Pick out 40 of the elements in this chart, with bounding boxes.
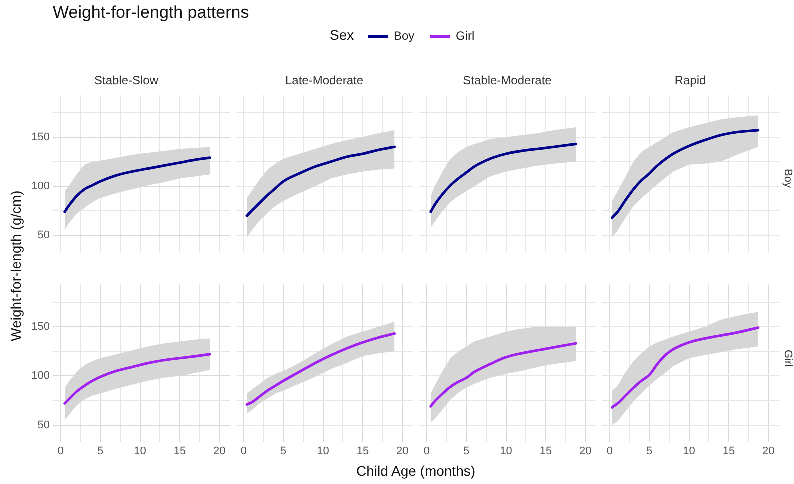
x-tick-label: 5 <box>646 446 653 458</box>
line-series <box>64 353 212 405</box>
chart-title: Rapid <box>674 74 706 88</box>
x-tick-label: 0 <box>424 446 430 458</box>
line-series <box>64 156 212 214</box>
x-tick-label: 5 <box>98 446 104 458</box>
y-tick-label: 50 <box>38 230 50 242</box>
legend-label: Girl <box>456 29 475 43</box>
x-tick-label: 15 <box>722 446 736 458</box>
x-tick-label: 20 <box>396 446 409 458</box>
y-tick-label: 50 <box>38 419 50 432</box>
x-tick-label: 0 <box>240 446 247 458</box>
x-tick-label: 0 <box>606 446 613 458</box>
legend-label: Boy <box>394 29 415 43</box>
y2-axis-title: Boy <box>782 168 794 190</box>
y-tick-label: 150 <box>32 131 50 144</box>
text: Child Age (months) <box>355 463 477 479</box>
y2-axis-title: Girl <box>782 348 794 370</box>
y-tick-label: 100 <box>32 180 50 193</box>
y-tick-label: 100 <box>32 370 50 382</box>
x-tick-label: 10 <box>500 446 512 458</box>
x-tick-label: 10 <box>134 446 146 458</box>
chart-title: Late-Moderate <box>285 74 364 88</box>
x-tick-label: 5 <box>464 446 470 458</box>
y-tick-label: 150 <box>32 320 50 333</box>
chart-title: Stable-Slow <box>94 74 159 88</box>
x-tick-label: 10 <box>683 446 696 458</box>
x-tick-label: 15 <box>356 446 370 458</box>
chart-title: Stable-Moderate <box>463 74 552 88</box>
x-tick-label: 0 <box>58 446 64 458</box>
x-tick-label: 20 <box>762 446 775 458</box>
text: Weight-for-length patterns <box>53 3 250 23</box>
x-tick-label: 15 <box>174 446 186 458</box>
text: Weight-for-length (g/cm) <box>8 190 24 344</box>
legend-title: Sex <box>330 27 354 43</box>
x-tick-label: 20 <box>580 446 592 458</box>
x-tick-label: 10 <box>317 446 330 458</box>
x-tick-label: 15 <box>540 446 552 458</box>
x-tick-label: 5 <box>280 446 287 458</box>
x-tick-label: 20 <box>214 446 226 458</box>
